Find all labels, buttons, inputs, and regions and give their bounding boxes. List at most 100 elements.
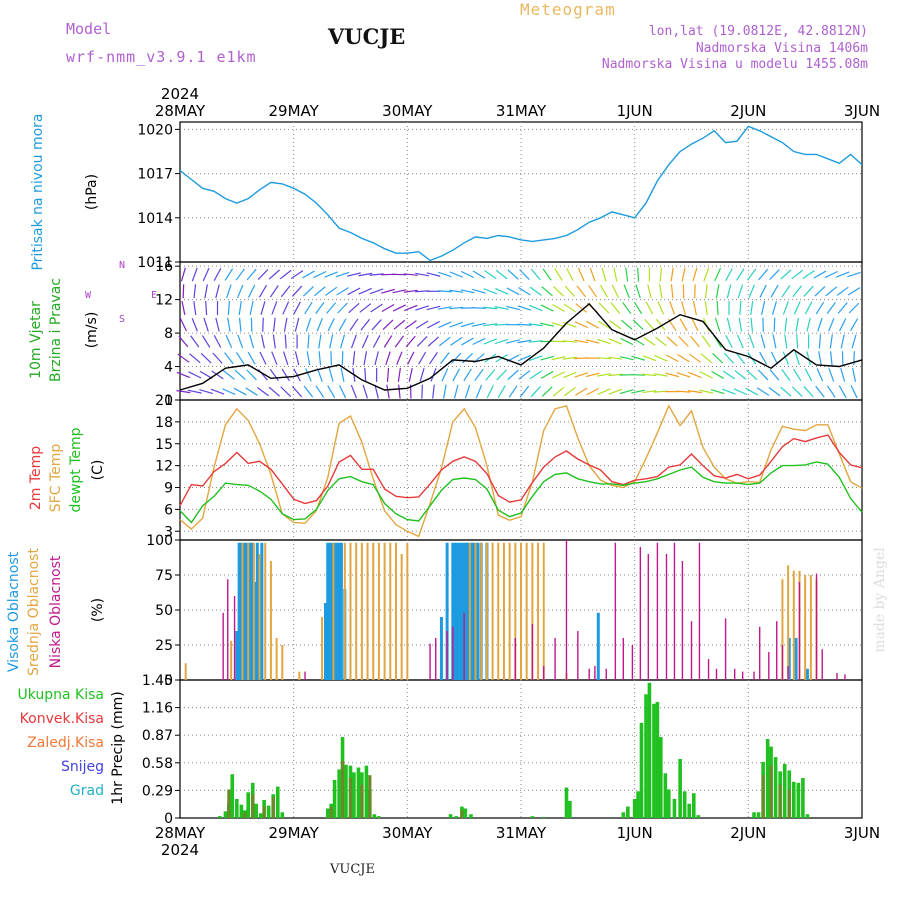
wind-arrow xyxy=(347,287,361,296)
cloud-bar-1 xyxy=(792,570,795,680)
ytick-label-temperature: 18 xyxy=(155,415,173,431)
ytick-label-temperature: 9 xyxy=(164,481,173,497)
precip-bar-0 xyxy=(258,813,263,818)
wind-arrow xyxy=(610,302,621,314)
wind-arrow xyxy=(554,268,563,281)
precip-bar-0 xyxy=(672,798,677,818)
wind-arrow xyxy=(419,368,425,382)
wind-arrow xyxy=(329,334,334,349)
wind-arrow xyxy=(553,285,564,297)
wind-arrow xyxy=(178,335,189,348)
cloud-bar-1 xyxy=(400,554,403,680)
cloud-bar-2 xyxy=(787,666,789,680)
wind-arrow xyxy=(792,285,803,298)
precip-bar-0 xyxy=(765,739,770,818)
wind-arrow xyxy=(781,285,791,298)
wind-arrow xyxy=(302,285,314,297)
ytick-label-wind: 8 xyxy=(164,326,173,342)
wind-arrow xyxy=(215,284,220,299)
footer-station: VUCJE xyxy=(330,862,375,877)
precip-bar-1 xyxy=(329,806,333,818)
wind-arrow xyxy=(340,367,345,382)
wind-arrow xyxy=(494,306,509,310)
wind-arrow xyxy=(283,317,288,332)
wind-arrow xyxy=(429,352,438,365)
cloud-bar-2 xyxy=(304,671,306,680)
wind-arrow xyxy=(496,369,507,381)
wind-arrow xyxy=(475,384,483,399)
sfc-temp-line xyxy=(179,404,863,538)
wind-arrow xyxy=(642,355,657,362)
precip-bar-1 xyxy=(360,784,364,818)
wind-arrow xyxy=(711,370,724,379)
cloud-bar-2 xyxy=(656,542,659,680)
cloud-bar-0 xyxy=(476,542,480,680)
precip-bar-0 xyxy=(448,814,453,818)
precip-bar-0 xyxy=(372,814,377,818)
ytick-label-temperature: 12 xyxy=(155,459,173,475)
wind-arrow xyxy=(517,354,532,362)
wind-arrow xyxy=(748,284,755,298)
wind-arrow xyxy=(815,385,825,398)
cloud-bar-1 xyxy=(497,542,500,680)
precip-bar-0 xyxy=(564,787,569,818)
precip-bar-1 xyxy=(348,778,353,818)
wind-arrow xyxy=(247,284,256,298)
wind-arrow xyxy=(758,268,769,281)
wind-arrow xyxy=(575,303,588,313)
wind-arrow xyxy=(837,302,848,314)
precip-unit-label: 1hr Precip (mm) xyxy=(110,691,126,804)
wind-arrow xyxy=(233,387,247,396)
wind-arrow xyxy=(304,301,313,315)
cloud-bar-2 xyxy=(631,645,634,680)
cloud-bar-2 xyxy=(815,573,818,680)
wind-arrow xyxy=(817,317,823,332)
wind-arrow xyxy=(350,384,358,399)
wind-arrow xyxy=(725,334,733,348)
wind-arrow xyxy=(225,334,233,349)
wind-arrow xyxy=(262,317,264,332)
precip-bar-0 xyxy=(275,786,280,818)
wind-arrow xyxy=(540,355,555,361)
wind-arrow xyxy=(589,267,596,282)
wind-arrow xyxy=(415,272,430,277)
precip-bar-0 xyxy=(678,758,682,818)
wind-arrow xyxy=(826,385,836,398)
wind-arrow xyxy=(726,317,732,332)
lonlat-label: lon,lat (19.0812E, 42.8812N) xyxy=(648,24,868,39)
wind-arrow xyxy=(305,368,312,382)
wind-arrow xyxy=(426,305,441,311)
cloud-bar-0 xyxy=(242,542,246,680)
wind-arrow xyxy=(760,334,766,349)
cloud-bar-0 xyxy=(255,542,259,680)
wind-arrow xyxy=(407,351,415,365)
year-label-bottom: 2024 xyxy=(161,841,199,859)
cloud-bar-1 xyxy=(514,542,517,680)
precip-bar-0 xyxy=(364,765,369,818)
wind-arrow xyxy=(596,373,611,377)
wind-arrow xyxy=(210,388,225,395)
wind-arrow xyxy=(245,387,258,396)
wind-arrow xyxy=(363,351,368,366)
wind-arrow xyxy=(574,321,588,329)
wind-arrow xyxy=(227,300,230,316)
cloud-bar-2 xyxy=(639,547,642,680)
xtick-label-bottom: 29MAY xyxy=(269,824,320,842)
xtick-label-top: 1JUN xyxy=(617,102,653,120)
cloud-bar-0 xyxy=(467,542,471,680)
wind-arrow xyxy=(645,301,654,315)
wind-arrow xyxy=(268,269,280,280)
precip-bar-0 xyxy=(217,816,222,818)
ytick-label-precip: 1.45 xyxy=(142,673,173,689)
ytick-label-cloud: 50 xyxy=(155,603,173,619)
wind-arrow xyxy=(519,269,530,281)
wind-arrow xyxy=(213,334,222,348)
cloud-bar-0 xyxy=(253,582,257,680)
precip-bar-0 xyxy=(682,791,687,818)
cloud-bar-2 xyxy=(614,542,617,680)
cloud-bar-0 xyxy=(330,542,334,680)
wind-arrow xyxy=(784,334,788,349)
precip-bar-0 xyxy=(796,782,801,818)
wind-arrow xyxy=(644,319,655,331)
